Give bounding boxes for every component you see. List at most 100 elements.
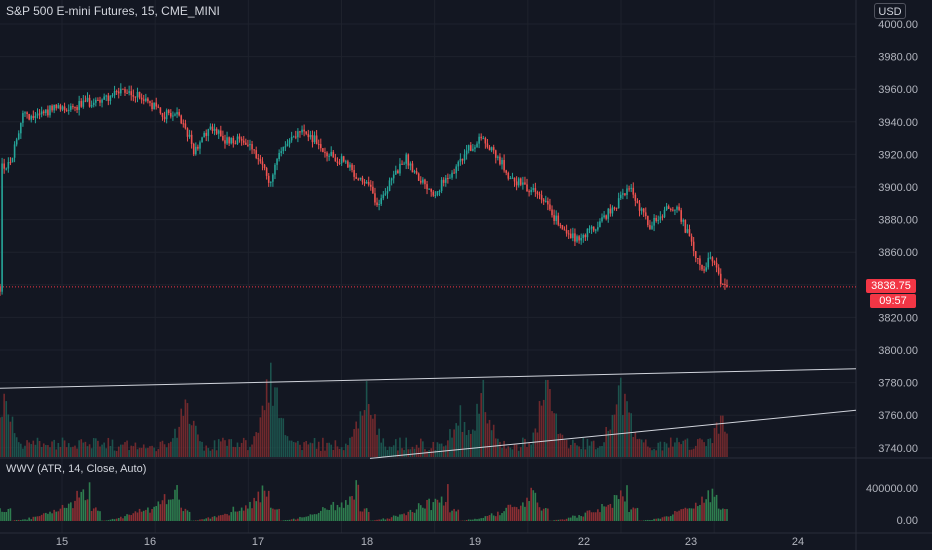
candle-body [542,199,545,202]
volume-bar [705,446,707,457]
volume-bar [453,429,455,457]
candle-body [644,212,647,217]
wwv-bar [134,511,137,521]
wwv-bar [634,508,637,521]
volume-bar [542,399,545,457]
volume-bar [528,442,530,457]
volume-bar [161,440,164,457]
wwv-bar [661,517,664,521]
wwv-bar [72,508,74,521]
volume-bar [20,443,22,457]
candle-body [107,95,110,101]
volume-bar [538,401,541,457]
candle-body [569,233,572,239]
volume-bar [53,439,55,457]
candle-body [330,151,333,156]
volume-bar [440,443,443,457]
wwv-bar [703,502,705,521]
candle-body [715,262,718,268]
volume-bar [565,440,568,457]
wwv-bar [659,518,662,521]
wwv-bar [569,517,572,521]
candle-body [26,112,28,114]
volume-bar [647,446,649,457]
wwv-bar [415,509,418,521]
volume-bar [288,440,291,457]
candle-body [138,91,141,98]
volume-bar [192,420,195,457]
candle-body [190,134,193,144]
volume-bar [105,448,108,457]
candle-body [28,113,30,120]
wwv-bar [111,518,114,521]
volume-bar [363,410,366,457]
wwv-bar [657,518,660,521]
wwv-bar [386,518,389,521]
candle-body [207,129,210,136]
candle-body [236,136,239,144]
volume-bar [392,445,395,457]
candle-body [242,140,245,143]
volume-bar [530,444,532,457]
volume-bar [569,444,572,457]
wwv-bar [182,511,185,521]
volume-bar [26,440,28,457]
wwv-bar [672,514,674,521]
wwv-bar [286,520,289,521]
candle-body [676,206,678,210]
volume-bar [207,448,210,457]
volume-bar [228,439,230,457]
candle-body [726,284,728,287]
wwv-bar [61,504,64,521]
candle-body [626,188,628,196]
grid-lines [0,0,856,533]
volume-bar [374,414,376,457]
currency-button[interactable]: USD [874,3,906,19]
candle-body [142,99,145,101]
volume-bar [365,381,368,457]
candle-body [474,147,476,149]
wwv-bar [699,504,701,521]
volume-bar [78,440,80,457]
wwv-bar [690,508,693,521]
wwv-bar [265,496,268,521]
candle-body [328,155,330,157]
price-axis-tick: 3900.00 [878,182,918,194]
wwv-bar [469,519,472,521]
wwv-bar [426,499,428,521]
candle-body [109,95,112,101]
volume-bar [49,447,51,457]
candle-body [722,283,724,285]
candle-body [499,156,501,165]
volume-bar [109,445,112,457]
volume-bar [42,443,45,457]
volume-bar [188,423,191,457]
volume-bar [597,447,599,457]
volume-bar [182,415,185,457]
volume-bar [315,448,318,457]
wwv-bar [394,515,397,521]
candle-body [409,163,412,166]
volume-bar [388,446,391,457]
indicator-title[interactable]: WWV (ATR, 14, Close, Auto) [6,463,147,475]
volume-bar [238,446,241,457]
volume-bar [426,450,428,457]
volume-bar [253,436,255,457]
candle-body [151,102,153,110]
wwv-bar [47,513,49,521]
volume-bar [159,441,162,457]
candle-body [555,215,557,221]
wwv-bar [305,516,308,521]
wwv-bar [151,508,153,521]
volume-bar [409,449,412,457]
wwv-bar [582,516,585,521]
volume-bar [628,412,630,457]
volume-bar [172,438,174,457]
wwv-bar [309,514,312,521]
wwv-bar [622,496,624,521]
volume-bar [655,450,657,457]
volume-bar [707,438,710,457]
volume-bar [553,413,555,457]
candle-body [586,228,589,238]
